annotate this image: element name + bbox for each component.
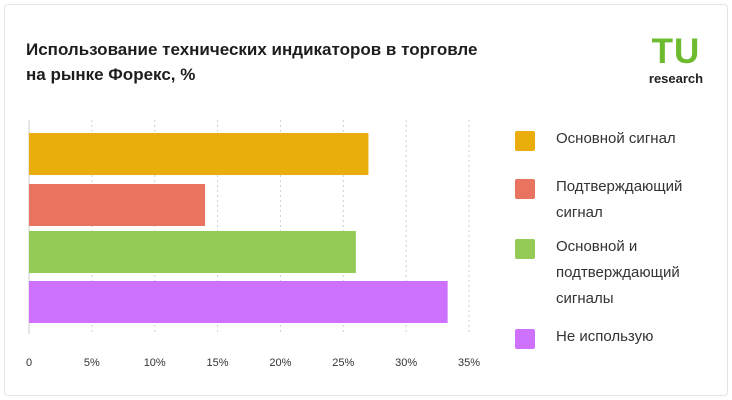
x-tick-label: 10%	[144, 357, 166, 369]
chart-title-line-1: Использование технических индикаторов в …	[26, 40, 478, 59]
x-tick-label: 5%	[84, 357, 100, 369]
legend-label: Не использую	[556, 328, 654, 345]
bar-4	[29, 281, 448, 323]
x-tick-label: 25%	[332, 357, 354, 369]
chart-title: Использование технических индикаторов в …	[26, 37, 546, 87]
bar-1	[29, 133, 369, 175]
bar-2	[29, 184, 205, 226]
legend-item-not-used: Не использую	[515, 327, 726, 350]
x-tick-label: 0	[26, 357, 32, 369]
chart-title-line-2: на рынке Форекс, %	[26, 65, 196, 84]
logo-subtitle: research	[648, 71, 704, 86]
x-tick-label: 15%	[207, 357, 229, 369]
tu-research-logo: TU research	[635, 32, 717, 91]
legend-item-confirming-signal: Подтверждающий сигнал	[515, 177, 706, 226]
x-tick-label: 30%	[395, 357, 417, 369]
bar-3	[29, 231, 356, 273]
legend-swatch	[515, 179, 535, 199]
legend-label: Подтверждающий сигнал	[556, 178, 683, 221]
legend-swatch	[515, 131, 535, 151]
legend-label: Основной сигнал	[556, 130, 676, 147]
legend-swatch	[515, 329, 535, 349]
x-tick-label: 20%	[269, 357, 291, 369]
logo-mark: TU	[651, 32, 701, 71]
legend-label: Основной и подтверждающий сигналы	[556, 238, 680, 307]
x-tick-label: 35%	[458, 357, 480, 369]
legend-swatch	[515, 239, 535, 259]
legend-item-main-signal: Основной сигнал	[515, 129, 726, 152]
legend-item-main-and-confirming: Основной и подтверждающий сигналы	[515, 237, 706, 312]
